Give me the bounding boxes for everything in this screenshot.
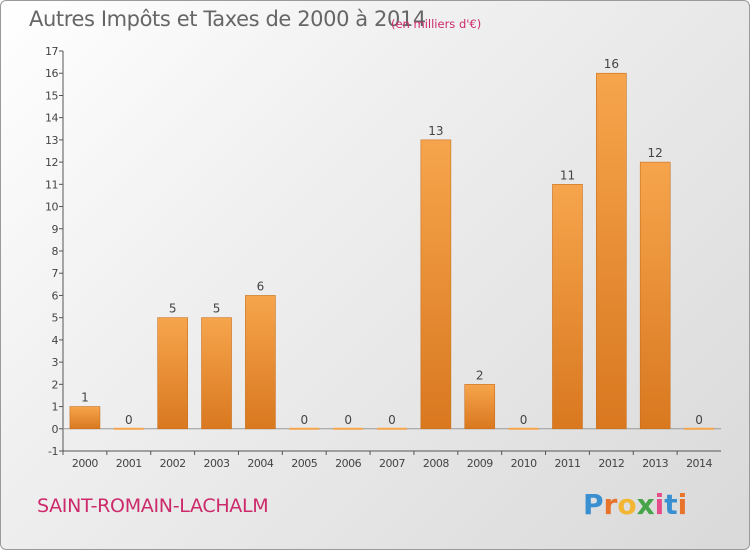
x-tick-label: 2010 [511, 457, 537, 470]
y-tick-label: 10 [45, 201, 58, 214]
x-tick-label: 2003 [204, 457, 230, 470]
bar-2004 [245, 295, 276, 430]
data-label-2001: 0 [125, 413, 133, 427]
y-tick-label: 5 [52, 312, 59, 325]
data-label-2006: 0 [344, 413, 352, 427]
data-label-2003: 5 [213, 302, 221, 316]
data-label-2004: 6 [257, 279, 265, 293]
x-tick-label: 2002 [160, 457, 186, 470]
x-tick-label: 2006 [335, 457, 361, 470]
y-tick-label: 11 [45, 178, 58, 191]
data-label-2008: 13 [428, 124, 443, 138]
y-tick-label: 9 [52, 223, 59, 236]
x-tick-label: 2001 [116, 457, 142, 470]
y-tick-label: 7 [52, 267, 59, 280]
x-tick-label: 2011 [554, 457, 580, 470]
y-tick-label: 8 [52, 245, 59, 258]
commune-name: SAINT-ROMAIN-LACHALM [37, 495, 269, 517]
y-tick-label: 17 [45, 45, 58, 58]
data-label-2012: 16 [604, 57, 619, 71]
bar-2011 [552, 184, 583, 430]
logo-letter: i [654, 488, 665, 521]
x-tick-label: 2004 [247, 457, 273, 470]
y-tick-label: 6 [52, 289, 59, 302]
x-tick-label: 2014 [686, 457, 712, 470]
logo-letter: r [603, 488, 618, 521]
logo-letter: i [677, 488, 688, 521]
y-tick-label: 0 [52, 423, 59, 436]
logo-letter: P [583, 488, 604, 521]
bar-2010 [508, 427, 539, 430]
y-tick-label: 1 [52, 401, 59, 414]
logo-letter: x [636, 488, 655, 521]
data-label-2002: 5 [169, 302, 177, 316]
y-tick-label: 16 [45, 67, 58, 80]
logo-letter: o [617, 488, 637, 521]
y-tick-label: -1 [48, 445, 58, 458]
bar-2014 [684, 427, 715, 430]
bar-2002 [157, 317, 188, 430]
x-tick-label: 2012 [598, 457, 624, 470]
bar-2007 [377, 427, 407, 430]
data-label-2014: 0 [695, 413, 703, 427]
data-label-2005: 0 [300, 413, 308, 427]
bar-2005 [289, 427, 320, 430]
data-label-2009: 2 [476, 368, 484, 382]
data-label-2007: 0 [388, 413, 396, 427]
bar-2013 [639, 161, 671, 430]
y-tick-label: 4 [52, 334, 59, 347]
x-tick-label: 2005 [291, 457, 317, 470]
proxiti-logo: Proxiti [583, 488, 687, 521]
y-tick-label: 12 [45, 156, 58, 169]
y-tick-label: 13 [45, 134, 58, 147]
x-tick-label: 2007 [379, 457, 405, 470]
data-label-2010: 0 [520, 413, 528, 427]
x-tick-label: 2013 [642, 457, 668, 470]
bar-2003 [201, 317, 232, 430]
data-label-2011: 11 [560, 168, 575, 182]
x-tick-label: 2009 [467, 457, 493, 470]
logo-letter: t [664, 488, 678, 521]
bar-2012 [596, 72, 627, 430]
bar-2009 [464, 384, 496, 430]
bar-2008 [420, 139, 452, 430]
y-tick-label: 15 [45, 89, 58, 102]
data-label-2013: 12 [648, 146, 663, 160]
y-tick-label: 2 [52, 378, 59, 391]
x-tick-label: 2008 [423, 457, 449, 470]
y-tick-label: 14 [45, 112, 58, 125]
bar-2000 [69, 406, 101, 430]
bar-2001 [113, 427, 144, 430]
data-label-2000: 1 [81, 391, 89, 405]
bar-2006 [333, 427, 364, 430]
y-tick-label: 3 [52, 356, 59, 369]
chart-title: Autres Impôts et Taxes de 2000 à 2014 [29, 7, 426, 31]
x-tick-label: 2000 [72, 457, 98, 470]
chart-subtitle: (en milliers d'€) [391, 17, 482, 31]
